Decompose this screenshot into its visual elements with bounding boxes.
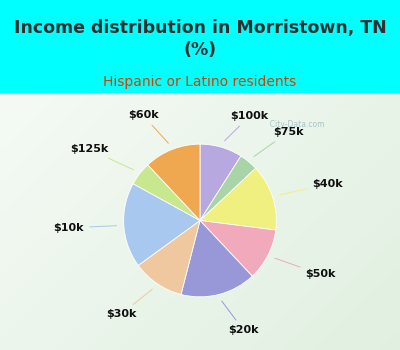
Text: $20k: $20k [222, 301, 259, 335]
Text: City-Data.com: City-Data.com [265, 120, 324, 129]
Wedge shape [148, 144, 200, 220]
Text: $60k: $60k [128, 110, 168, 143]
Wedge shape [181, 220, 252, 297]
Wedge shape [200, 144, 241, 220]
Text: Hispanic or Latino residents: Hispanic or Latino residents [103, 75, 297, 89]
Wedge shape [200, 156, 256, 220]
Wedge shape [124, 184, 200, 265]
Text: $50k: $50k [275, 258, 336, 279]
Text: Income distribution in Morristown, TN
(%): Income distribution in Morristown, TN (%… [14, 19, 386, 59]
Text: $75k: $75k [254, 127, 304, 156]
Text: $10k: $10k [54, 223, 116, 233]
Wedge shape [200, 168, 276, 230]
Wedge shape [138, 220, 200, 294]
Text: $100k: $100k [224, 111, 268, 141]
Text: $125k: $125k [70, 144, 134, 170]
Wedge shape [133, 165, 200, 220]
Text: $30k: $30k [106, 289, 152, 319]
Text: $40k: $40k [280, 179, 343, 195]
Wedge shape [200, 220, 276, 276]
